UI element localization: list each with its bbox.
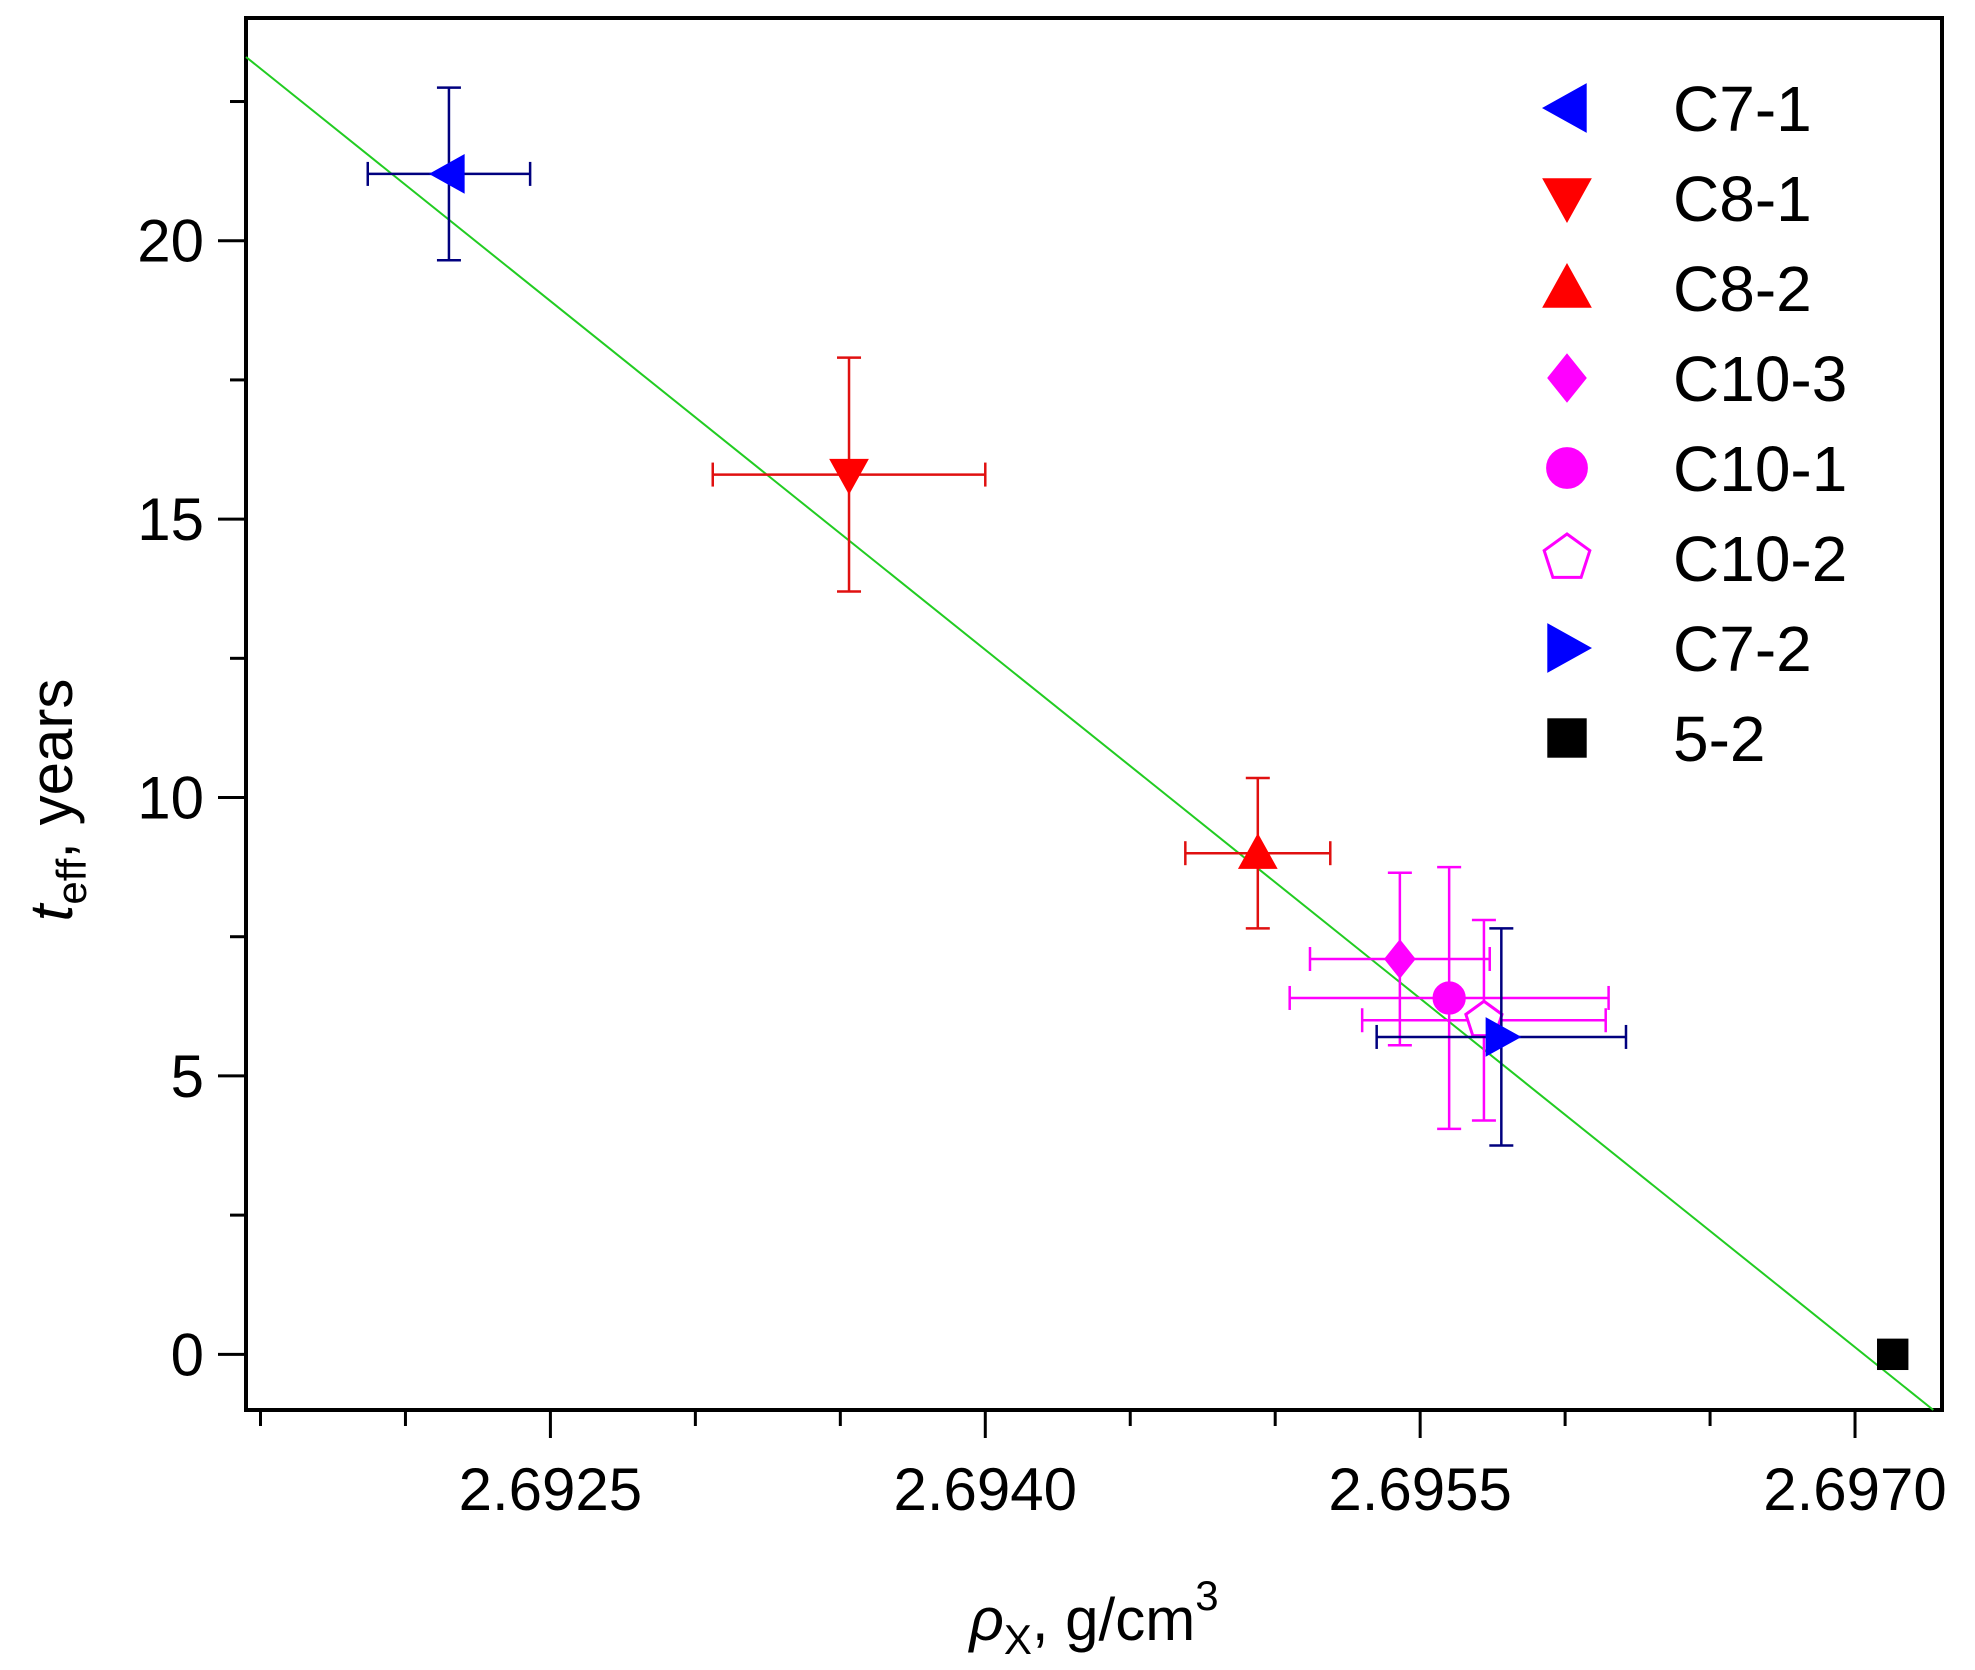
x-tick-label: 2.6955 <box>1328 1456 1512 1523</box>
y-axis-title-symbol: t <box>18 902 85 921</box>
point-c8-2 <box>1184 776 1332 930</box>
marker-c10-3 <box>1384 939 1416 979</box>
marker-c7-1 <box>428 154 465 194</box>
marker-5-2 <box>1877 1338 1909 1371</box>
y-tick-label: 10 <box>137 765 204 832</box>
legend-marker <box>1547 353 1587 403</box>
legend-label: C8-1 <box>1673 163 1812 235</box>
x-axis-title-subscript: X <box>1004 1616 1032 1663</box>
legend-marker <box>1547 718 1587 758</box>
x-axis-title-superscript: 3 <box>1195 1572 1218 1619</box>
y-tick-label: 5 <box>171 1043 204 1110</box>
legend-item-c10-2: C10-2 <box>1542 523 1847 595</box>
legend-label: C7-1 <box>1673 73 1812 145</box>
legend-item-c10-1: C10-1 <box>1546 433 1847 505</box>
x-tick-label: 2.6925 <box>459 1456 643 1523</box>
point-5-2 <box>1877 1338 1909 1371</box>
legend-item-c10-3: C10-3 <box>1547 343 1847 415</box>
marker-c8-2 <box>1237 833 1278 869</box>
point-c7-2 <box>1375 927 1628 1147</box>
legend-item-c7-2: C7-2 <box>1547 613 1812 685</box>
legend-marker <box>1542 532 1592 579</box>
marker-c10-1 <box>1432 981 1466 1015</box>
legend-marker <box>1547 623 1593 673</box>
legend-item-c8-1: C8-1 <box>1542 163 1812 235</box>
point-c10-1 <box>1288 865 1610 1131</box>
marker-c8-1 <box>829 458 869 495</box>
x-axis-title: ρX, g/cm3 <box>967 1572 1218 1663</box>
x-axis-title-text: , g/cm <box>1032 1586 1195 1653</box>
y-tick-label: 15 <box>137 486 204 553</box>
data-points <box>366 86 1909 1371</box>
legend-label: C8-2 <box>1673 253 1812 325</box>
y-axis-title-subscript: eff <box>48 858 95 904</box>
plot-frame <box>244 16 1944 1412</box>
x-axis-ticks: 2.6925 2.6940 2.6955 2.6970 <box>258 1410 1947 1523</box>
fit-line-group <box>245 56 1934 1411</box>
legend-marker <box>1546 447 1588 489</box>
legend-label: C10-2 <box>1673 523 1847 595</box>
legend: C7-1 C8-1 C8-2 C10-3 C10-1 C10-2 C7-2 5-2 <box>1541 73 1847 775</box>
legend-item-c7-1: C7-1 <box>1541 73 1812 145</box>
point-c8-1 <box>711 356 987 593</box>
legend-label: C10-1 <box>1673 433 1847 505</box>
x-tick-label: 2.6970 <box>1763 1456 1947 1523</box>
point-c7-1 <box>366 86 532 262</box>
legend-marker <box>1541 83 1587 133</box>
y-tick-label: 0 <box>171 1321 204 1388</box>
legend-item-5-2: 5-2 <box>1547 703 1766 775</box>
marker-c7-2 <box>1485 1017 1522 1057</box>
fit-line <box>245 56 1934 1411</box>
legend-label: C7-2 <box>1673 613 1812 685</box>
legend-label: C10-3 <box>1673 343 1847 415</box>
y-axis-ticks: 0 5 10 15 20 <box>137 100 246 1388</box>
legend-marker <box>1542 262 1592 308</box>
point-c10-3 <box>1308 871 1491 1047</box>
legend-item-c8-2: C8-2 <box>1542 253 1812 325</box>
x-tick-label: 2.6940 <box>894 1456 1078 1523</box>
y-axis-title-text: , years <box>18 679 85 859</box>
legend-label: 5-2 <box>1673 703 1766 775</box>
y-axis-title: teff, years <box>18 679 95 922</box>
x-axis-title-symbol: ρ <box>967 1586 1003 1653</box>
y-tick-label: 20 <box>137 208 204 275</box>
legend-marker <box>1542 178 1592 224</box>
